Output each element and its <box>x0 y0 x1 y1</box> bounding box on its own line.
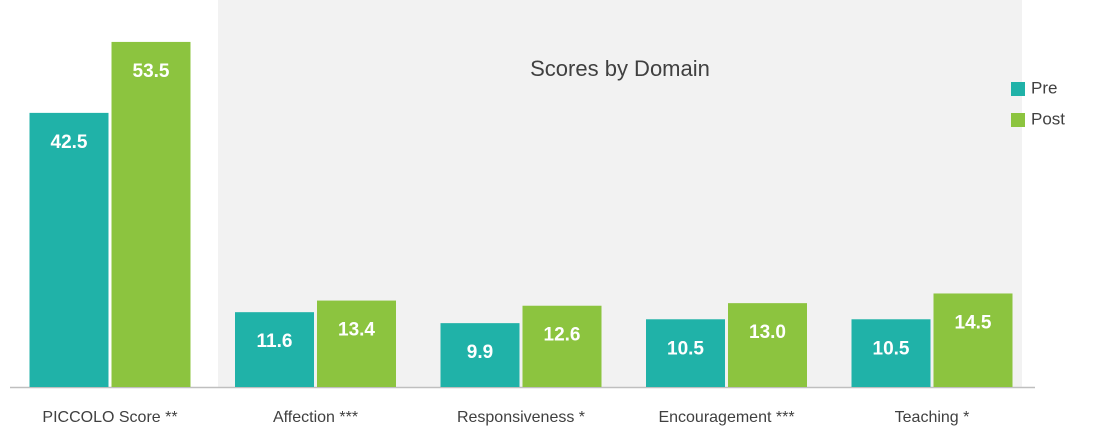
legend-label: Post <box>1031 109 1065 128</box>
x-tick-label: Teaching * <box>895 409 970 426</box>
value-label: 14.5 <box>955 312 992 333</box>
bar <box>646 319 725 387</box>
chart-title: Scores by Domain <box>530 56 710 81</box>
value-label: 10.5 <box>667 338 704 359</box>
bar <box>933 293 1013 387</box>
bar <box>235 312 314 387</box>
bar <box>29 112 109 387</box>
value-label: 13.4 <box>338 320 375 341</box>
value-label: 12.6 <box>544 325 581 346</box>
x-tick-label: Responsiveness * <box>457 409 585 426</box>
value-label: 53.5 <box>133 61 170 82</box>
legend-swatch <box>1011 82 1025 96</box>
value-label: 13.0 <box>749 322 786 343</box>
bar <box>317 300 396 387</box>
bar <box>522 305 602 387</box>
value-label: 11.6 <box>257 331 293 352</box>
bar <box>440 323 520 387</box>
x-tick-label: PICCOLO Score ** <box>42 409 177 426</box>
bar <box>111 41 191 388</box>
value-label: 42.5 <box>51 132 88 153</box>
value-label: 9.9 <box>467 342 493 363</box>
x-tick-label: Encouragement *** <box>658 409 794 426</box>
legend-swatch <box>1011 113 1025 127</box>
bar <box>851 319 931 387</box>
bar <box>728 303 807 387</box>
legend-label: Pre <box>1031 78 1057 97</box>
x-tick-label: Affection *** <box>273 409 358 426</box>
value-label: 10.5 <box>873 338 910 359</box>
